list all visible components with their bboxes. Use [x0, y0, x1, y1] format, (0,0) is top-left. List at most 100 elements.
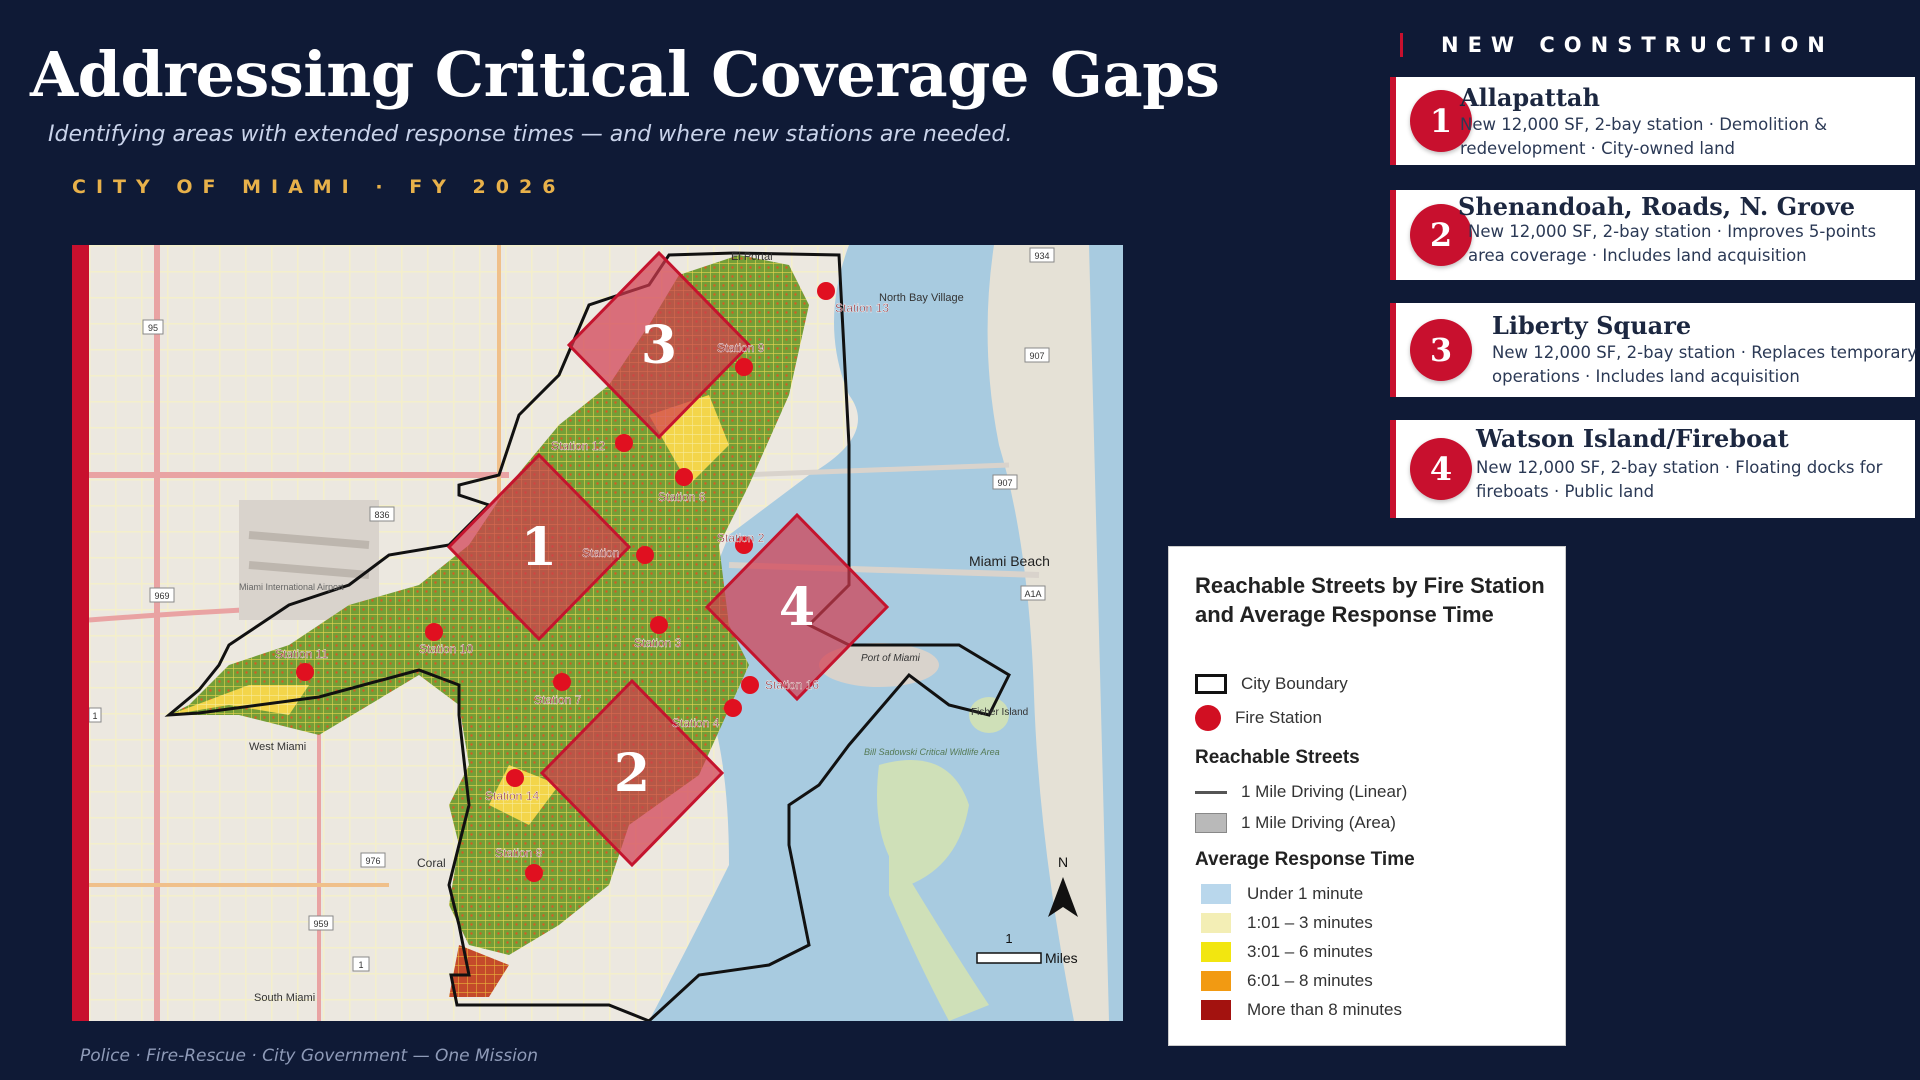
card-title-4: Watson Island/Fireboat	[1476, 424, 1789, 453]
legend-label: Under 1 minute	[1247, 884, 1364, 903]
card-number-1: 1	[1410, 90, 1472, 152]
airport-area	[239, 500, 379, 620]
legend-label: More than 8 minutes	[1247, 1000, 1402, 1019]
scale-unit: Miles	[1045, 950, 1078, 966]
fire-station-1	[636, 546, 654, 564]
svg-text:1: 1	[92, 711, 97, 721]
card-title-1: Allapattah	[1460, 83, 1600, 112]
scale-value: 1	[1005, 931, 1012, 946]
new-construction-header: NEW CONSTRUCTION	[1400, 30, 1834, 60]
station-label-14: Station 14	[485, 789, 539, 803]
page-title: Addressing Critical Coverage Gaps	[30, 38, 1220, 111]
card-title-3: Liberty Square	[1492, 311, 1692, 340]
map-legend: Reachable Streets by Fire Station and Av…	[1168, 546, 1566, 1046]
legend-label: 1 Mile Driving (Area)	[1241, 813, 1396, 832]
fire-station-4	[724, 699, 742, 717]
legend-response-item: Under 1 minute	[1195, 881, 1363, 907]
card-title-2: Shenandoah, Roads, N. Grove	[1458, 192, 1855, 221]
station-label-2: Station 2	[717, 531, 765, 545]
shield-a1a: A1A	[1020, 585, 1046, 601]
legend-response-item: 6:01 – 8 minutes	[1195, 968, 1373, 994]
fire-station-11	[296, 663, 314, 681]
card-number-2: 2	[1410, 204, 1472, 266]
svg-text:95: 95	[148, 323, 158, 333]
svg-text:1: 1	[358, 960, 363, 970]
place-north-bay-village: North Bay Village	[879, 292, 964, 304]
priority-zone-4: 4	[704, 512, 890, 702]
priority-zone-3: 3	[566, 250, 752, 440]
legend-city-boundary: City Boundary	[1195, 671, 1348, 697]
key-biscayne	[889, 845, 989, 1021]
response-swatch-5	[1201, 1000, 1231, 1020]
fire-station-13	[817, 282, 835, 300]
legend-response-item: 3:01 – 6 minutes	[1195, 939, 1373, 965]
svg-text:969: 969	[154, 591, 169, 601]
zone-label-3: 3	[641, 315, 677, 376]
ocean-edge	[1089, 245, 1123, 1021]
fire-station-12	[615, 434, 633, 452]
fire-station-8	[525, 864, 543, 882]
barrier-island	[987, 245, 1123, 1021]
station-label-10: Station 10	[419, 642, 473, 656]
coverage-yellow	[169, 685, 309, 715]
runway	[248, 531, 370, 579]
svg-text:907: 907	[1029, 351, 1044, 361]
coverage-red	[449, 945, 509, 997]
station-label-12: Station 12	[551, 439, 605, 453]
legend-area: 1 Mile Driving (Area)	[1195, 810, 1396, 836]
station-label-4: Station 4	[672, 716, 720, 730]
station-label-13: Station 13	[835, 301, 889, 315]
place-wildlife-area: Bill Sadowski Critical Wildlife Area	[864, 747, 1000, 757]
card-desc-4: New 12,000 SF, 2-bay station · Floating …	[1476, 458, 1883, 501]
shield-934: 934	[1029, 247, 1055, 263]
svg-text:907: 907	[997, 478, 1012, 488]
svg-text:A1A: A1A	[1024, 589, 1041, 599]
response-swatch-3	[1201, 942, 1231, 962]
linear-swatch	[1195, 790, 1227, 794]
place-fisher-island: Fisher Island	[971, 707, 1028, 718]
station-label-9: Station 9	[717, 341, 765, 355]
response-swatch-4	[1201, 971, 1231, 991]
legend-response-heading: Average Response Time	[1195, 849, 1415, 870]
shield-1-west: 1	[89, 707, 102, 723]
legend-response-item: 1:01 – 3 minutes	[1195, 910, 1373, 936]
fire-station-7	[553, 673, 571, 691]
construction-card-4: 4 Watson Island/Fireboat New 12,000 SF, …	[1390, 420, 1915, 518]
place-west-miami: West Miami	[249, 741, 306, 753]
fire-station-swatch	[1195, 705, 1221, 731]
station-label-16: Station 16	[765, 678, 819, 692]
scale-bar: 1 Miles	[976, 931, 1078, 966]
svg-text:836: 836	[374, 510, 389, 520]
response-swatch-1	[1201, 884, 1231, 904]
card-number-3: 3	[1410, 319, 1472, 381]
nc-header-bar	[1400, 33, 1403, 57]
zone-label-1: 1	[521, 517, 557, 578]
area-swatch	[1195, 813, 1227, 833]
legend-label: 1:01 – 3 minutes	[1247, 913, 1373, 932]
fire-station-3	[650, 616, 668, 634]
card-desc-2: New 12,000 SF, 2-bay station · Improves …	[1468, 222, 1877, 265]
station-label-3: Station 3	[634, 636, 682, 650]
legend-linear: 1 Mile Driving (Linear)	[1195, 779, 1407, 805]
zone-label-4: 4	[779, 577, 815, 638]
place-el-portal: El Portal	[731, 251, 773, 263]
svg-text:934: 934	[1034, 251, 1049, 261]
construction-card-3: 3 Liberty Square New 12,000 SF, 2-bay st…	[1390, 303, 1917, 397]
fire-station-6	[675, 468, 693, 486]
place-port-of-miami: Port of Miami	[861, 653, 921, 664]
card-desc-3: New 12,000 SF, 2-bay station · Replaces …	[1492, 343, 1918, 386]
svg-text:976: 976	[365, 856, 380, 866]
place-miami-beach: Miami Beach	[969, 553, 1050, 569]
legend-label: City Boundary	[1241, 674, 1348, 693]
legend-label: 3:01 – 6 minutes	[1247, 942, 1373, 961]
shield-907-north: 907	[1024, 347, 1050, 363]
shield-836: 836	[369, 506, 395, 522]
legend-title: Reachable Streets by Fire Station and Av…	[1195, 573, 1545, 627]
fire-station-2	[735, 536, 753, 554]
city-boundary-swatch	[1195, 674, 1227, 694]
legend-label: 6:01 – 8 minutes	[1247, 971, 1373, 990]
nc-heading: NEW CONSTRUCTION	[1441, 33, 1834, 57]
svg-text:959: 959	[313, 919, 328, 929]
causeway	[738, 462, 1010, 478]
priority-zone-2: 2	[539, 678, 725, 868]
